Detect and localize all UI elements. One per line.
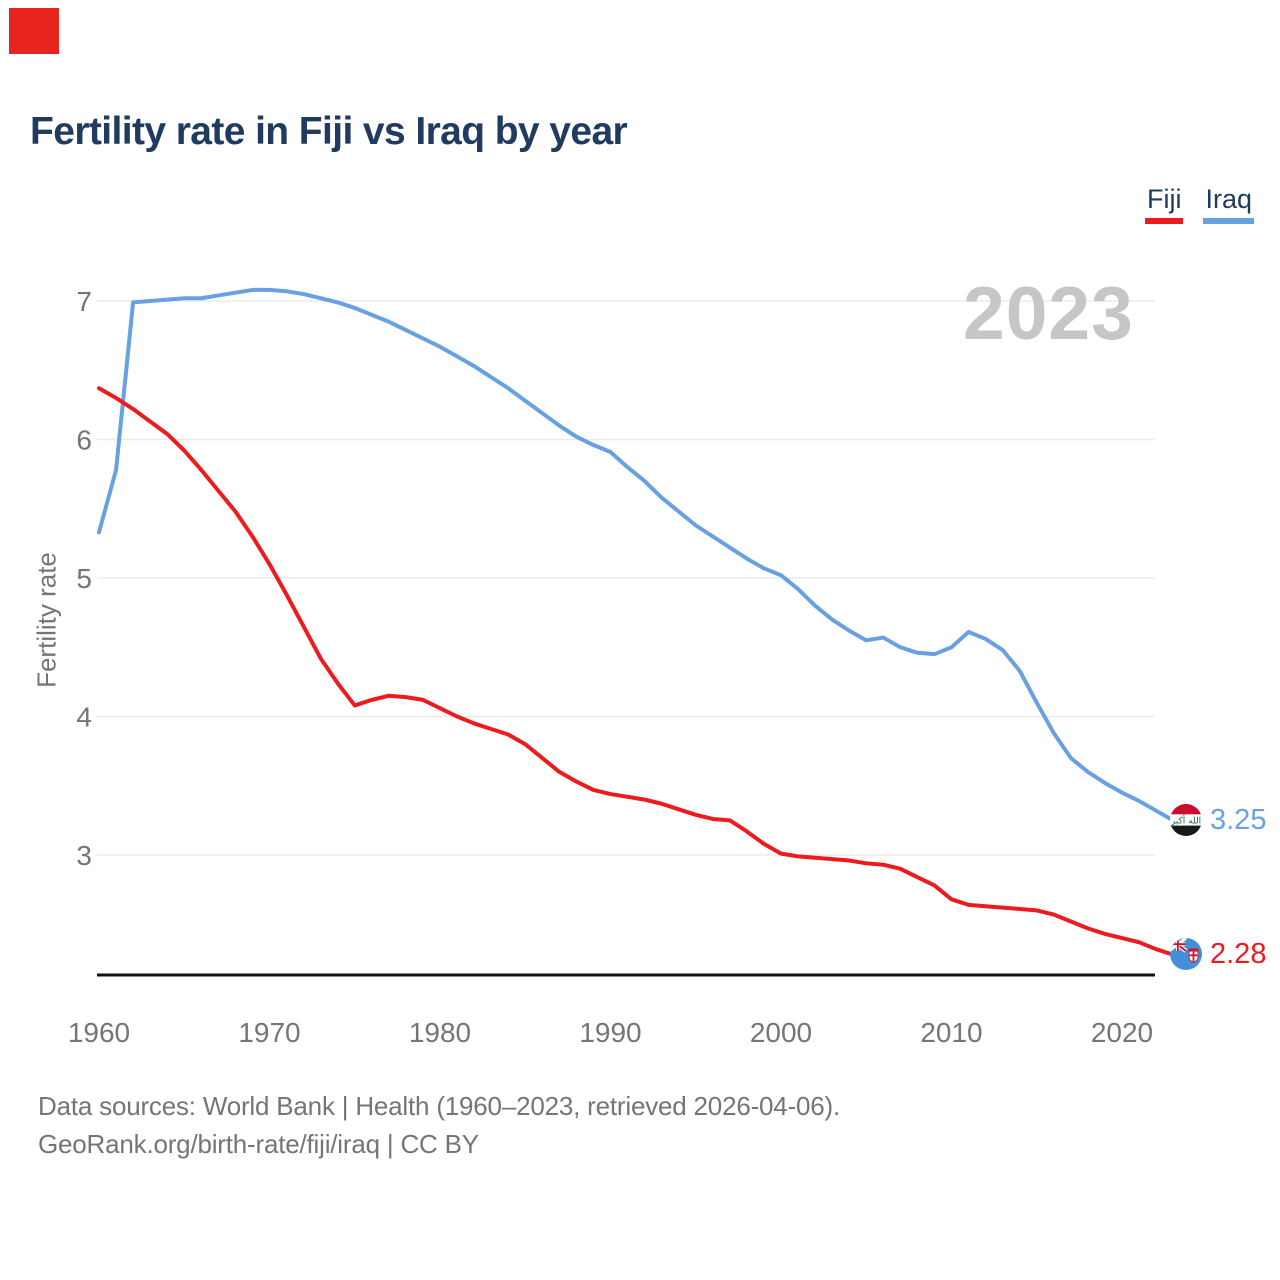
source-attribution: Data sources: World Bank | Health (1960–… [38, 1087, 840, 1163]
fiji-end-marker: 2.28 [1169, 937, 1266, 971]
fiji-flag-icon [1170, 938, 1202, 970]
svg-text:5: 5 [76, 563, 92, 594]
y-axis-title: Fertility rate [31, 552, 62, 688]
red-accent-block [9, 8, 59, 54]
svg-text:7: 7 [76, 286, 92, 317]
source-line-1: Data sources: World Bank | Health (1960–… [38, 1091, 841, 1121]
page-title: Fertility rate in Fiji vs Iraq by year [30, 110, 628, 153]
legend-item-iraq[interactable]: Iraq [1203, 184, 1254, 224]
legend-item-fiji[interactable]: Fiji [1144, 184, 1184, 224]
svg-text:1960: 1960 [68, 1017, 130, 1048]
svg-text:2010: 2010 [920, 1017, 982, 1048]
svg-text:1990: 1990 [579, 1017, 641, 1048]
fiji-end-value: 2.28 [1210, 938, 1267, 970]
chart-legend: Fiji Iraq [1144, 184, 1254, 224]
svg-text:2020: 2020 [1091, 1017, 1153, 1048]
iraq-end-value: 3.25 [1210, 804, 1267, 836]
source-line-2: GeoRank.org/birth-rate/fiji/iraq | CC BY [38, 1129, 479, 1159]
svg-text:2000: 2000 [750, 1017, 812, 1048]
iraq-flag-icon: الله أكبر [1170, 804, 1202, 836]
svg-text:3: 3 [76, 840, 92, 871]
svg-text:1970: 1970 [238, 1017, 300, 1048]
svg-text:الله أكبر: الله أكبر [1170, 815, 1201, 827]
iraq-end-marker: الله أكبر 3.25 [1169, 803, 1266, 837]
svg-text:4: 4 [76, 702, 92, 733]
year-watermark: 2023 [963, 271, 1134, 355]
svg-text:6: 6 [76, 425, 92, 456]
svg-text:1980: 1980 [409, 1017, 471, 1048]
